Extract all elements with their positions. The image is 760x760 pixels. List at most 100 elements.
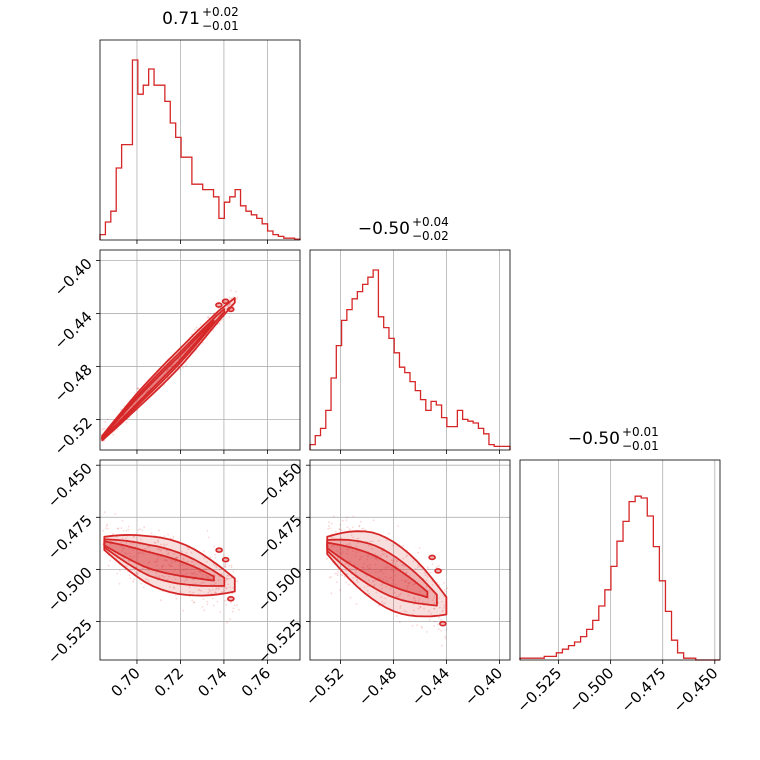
pair-panel-1-sample-206 [230,564,233,567]
pair-panel-1-sample-230 [143,548,146,550]
pair-panel-2-sample-92 [404,580,407,582]
pair-panel-2-sample-343 [368,567,371,569]
pair-panel-0-content [96,289,239,442]
pair-panel-2-sample-16 [377,576,380,579]
pair-panel-2-sample-136 [391,562,394,564]
pair-panel-1-sample-330 [158,575,161,577]
pair-panel-1-sample-74 [173,587,176,590]
pair-panel-1-sample-175 [203,568,206,571]
pair-panel-1-sample-78 [214,591,217,594]
pair-panel-1-sample-161 [165,549,168,552]
pair-panel-2-sample-318 [380,568,383,571]
pair-panel-2-sample-229 [327,528,330,530]
pair-panel-1-ytick-label-0: −0.525 [44,616,96,668]
pair-panel-2-xtick-label-1: −0.48 [355,664,400,709]
pair-panel-2-sample-47 [418,547,421,549]
pair-panel-1-sample-353 [133,555,135,558]
pair-panel-2-sample-365 [408,574,411,577]
pair-panel-0-sample-39 [112,433,114,436]
pair-panel-0-sample-378 [199,323,202,326]
pair-panel-2-sample-105 [359,555,362,558]
pair-panel-1-sample-94 [202,582,205,584]
pair-panel-2-sample-1 [406,554,408,557]
pair-panel-2-sample-286 [398,621,401,623]
pair-panel-1-sample-371 [132,580,135,583]
pair-panel-2-sample-338 [374,563,377,566]
pair-panel-1-sample-64 [158,529,160,532]
pair-panel-2-sample-208 [384,568,387,570]
pair-panel-2-sample-320 [377,604,380,607]
pair-panel-2-sample-379 [437,565,440,567]
pair-panel-1-sample-241 [198,570,201,573]
pair-panel-2-sample-326 [438,584,441,586]
pair-panel-1-sample-359 [140,582,143,585]
pair-panel-1-xtick-label-3: 0.76 [238,664,274,700]
pair-panel-2-sample-256 [396,560,398,563]
pair-panel-1-sample-267 [193,578,195,581]
panel-title-plus-1: +0.04 [412,215,449,229]
pair-panel-2-sample-240 [340,552,343,555]
pair-panel-0-sample-338 [100,437,102,440]
pair-panel-1-sample-226 [170,561,173,564]
pair-panel-1-sample-372 [140,538,142,541]
panel-title-median-0: 0.71 [162,9,200,29]
pair-panel-2-sample-159 [390,576,393,579]
pair-panel-1-sample-140 [132,542,135,545]
pair-panel-1-sample-255 [116,527,119,530]
pair-panel-0-sample-80 [170,365,173,368]
pair-panel-1-sample-318 [122,547,124,549]
pair-panel-2-sample-166 [378,570,381,573]
pair-panel-2-sample-60 [390,559,393,562]
pair-panel-1-sample-375 [191,599,194,602]
pair-panel-2-sample-300 [431,563,434,566]
pair-panel-1-sample-43 [156,559,159,562]
pair-panel-2-sample-23 [332,536,334,539]
pair-panel-1-sample-142 [174,560,177,563]
pair-panel-1-sample-165 [216,600,219,603]
pair-panel-0-sample-61 [223,300,226,303]
pair-panel-0-sample-87 [96,432,98,434]
pair-panel-2-sample-185 [384,602,387,605]
pair-panel-2-sample-24 [441,609,444,612]
pair-panel-1-sample-235 [133,578,135,581]
pair-panel-1-sample-176 [175,556,178,559]
pair-panel-2-island-2 [428,554,436,561]
pair-panel-1-island-1 [227,595,235,602]
pair-panel-1-ytick-label-1: −0.500 [44,563,96,615]
pair-panel-1-sample-276 [172,535,175,538]
pair-panel-1-sample-153 [156,561,158,563]
pair-panel-0-sample-362 [166,370,168,372]
pair-panel-2-sample-218 [330,576,332,578]
pair-panel-1-sample-259 [182,609,185,612]
pair-panel-2-sample-46 [434,620,436,623]
pair-panel-1-sample-315 [147,569,149,571]
pair-panel-2-sample-193 [440,644,443,647]
pair-panel-2-sample-126 [404,581,407,584]
pair-panel-2-sample-220 [363,562,366,565]
pair-panel-1-sample-99 [207,591,210,594]
pair-panel-2-xtick-label-0: −0.52 [302,664,347,709]
pair-panel-2-sample-140 [352,526,354,529]
pair-panel-2-sample-56 [384,575,387,578]
pair-panel-2-sample-69 [385,539,388,541]
pair-panel-1-sample-324 [141,529,144,532]
pair-panel-1-xtick-label-2: 0.74 [194,664,230,700]
pair-panel-2-sample-137 [428,610,430,613]
pair-panel-1-sample-67 [144,578,147,580]
pair-panel-2-sample-347 [380,584,383,587]
pair-panel-2-sample-143 [393,558,396,561]
pair-panel-2-sample-246 [386,579,388,582]
pair-panel-2-sample-20 [388,577,391,579]
panel-title-1: −0.50 +0.04−0.02 [358,215,449,243]
pair-panel-2-sample-339 [440,618,442,621]
pair-panel-2-sample-18 [330,545,333,548]
pair-panel-0-sample-19 [149,386,152,389]
pair-panel-2-sample-100 [391,583,393,585]
pair-panel-0-sample-13 [218,322,221,325]
pair-panel-1-sample-40 [115,536,118,539]
pair-panel-0-island-1 [227,306,235,313]
pair-panel-2-sample-27 [368,544,371,547]
pair-panel-2-sample-157 [346,516,348,519]
pair-panel-2-sample-163 [365,575,368,577]
pair-panel-2-sample-187 [420,625,423,628]
